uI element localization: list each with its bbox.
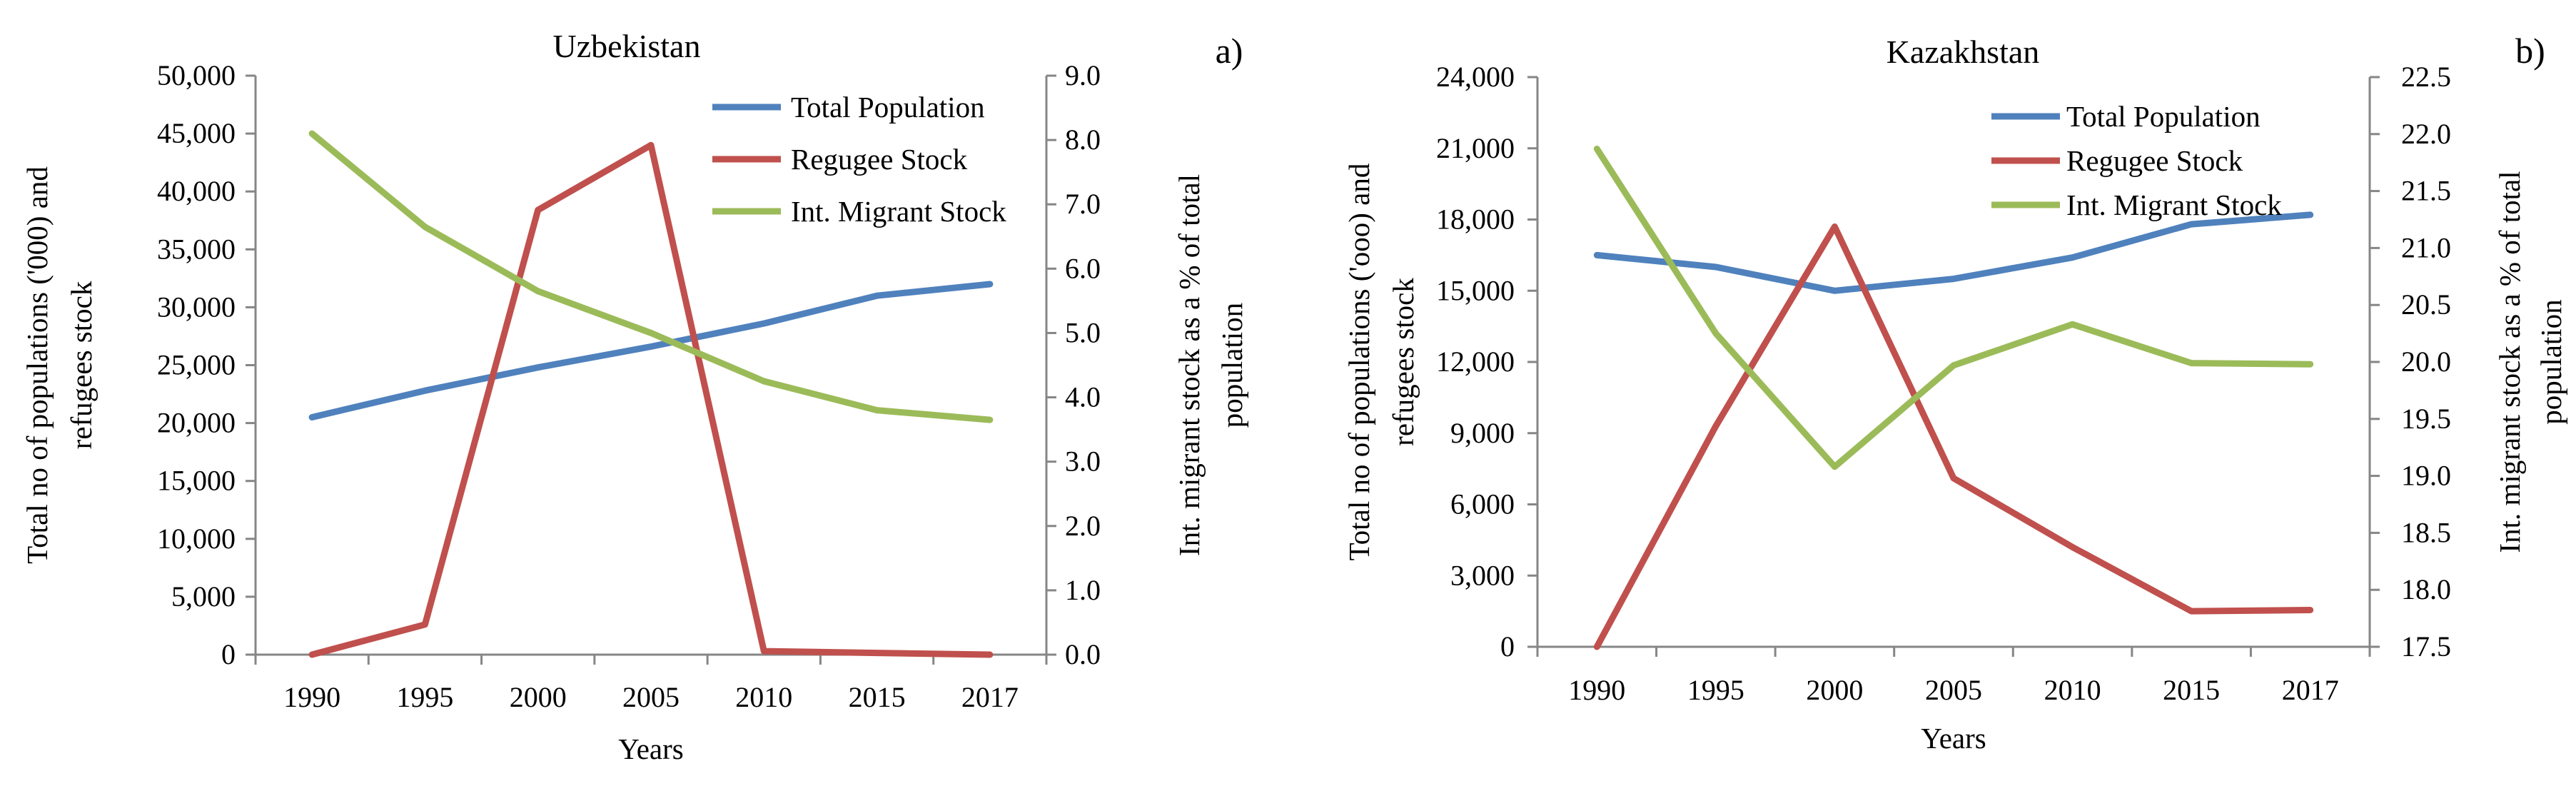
left-y-tick-label: 10,000	[157, 523, 236, 555]
series-line-3	[308, 130, 994, 423]
legend-label: Int. Migrant Stock	[791, 195, 1006, 228]
x-tick-label: 2000	[510, 681, 567, 713]
left-y-tick-label: 0	[221, 638, 236, 670]
left-y-tick-label: 50,000	[157, 59, 236, 91]
left-y-tick-label: 3,000	[1450, 559, 1515, 591]
series-line-2	[1593, 223, 2314, 650]
left-y-tick-label: 40,000	[157, 175, 236, 207]
left-y-tick-label: 25,000	[157, 349, 236, 381]
right-y-tick-label: 17.5	[2401, 630, 2451, 663]
panel-label: a)	[1216, 31, 1243, 71]
right-y-tick-label: 0.0	[1065, 638, 1101, 670]
left-y-tick-label: 24,000	[1436, 61, 1515, 93]
left-y-tick-label: 6,000	[1450, 488, 1515, 520]
right-y-tick-label: 19.0	[2401, 460, 2451, 492]
left-y-tick-label: 0	[1500, 630, 1515, 663]
chart-panel-2: 1990 1995 2000 2005 2010 2015 2017 0 3,000 6,000 9…	[1343, 31, 2567, 755]
right-y-tick-label: 2.0	[1065, 510, 1101, 542]
right-y-tick-label: 19.5	[2401, 403, 2451, 435]
x-tick-label: 2010	[735, 681, 792, 713]
x-tick-label: 2005	[1925, 674, 1982, 706]
left-y-tick-label: 30,000	[157, 291, 236, 323]
legend-label: Total Population	[2066, 100, 2261, 133]
x-tick-label: 2015	[849, 681, 906, 713]
right-y-tick-label: 18.0	[2401, 573, 2451, 605]
right-y-axis-title-line: population	[1216, 303, 1248, 428]
right-y-tick-label: 20.5	[2401, 288, 2451, 321]
right-y-axis-title-line: Int. migrant stock as a % of total	[2493, 171, 2526, 553]
right-y-tick-label: 20.0	[2401, 346, 2451, 378]
x-tick-label: 2010	[2044, 674, 2101, 706]
right-y-tick-label: 18.5	[2401, 516, 2451, 548]
right-y-tick-label: 6.0	[1065, 252, 1101, 284]
left-y-tick-label: 5,000	[171, 580, 236, 613]
right-y-tick-label: 7.0	[1065, 188, 1101, 220]
left-y-tick-label: 35,000	[157, 233, 236, 265]
left-y-tick-label: 21,000	[1436, 132, 1515, 164]
right-y-tick-label: 21.0	[2401, 231, 2451, 263]
left-y-axis-title-line: refugees stock	[1387, 278, 1420, 446]
series-line-1	[308, 281, 994, 420]
right-y-tick-label: 1.0	[1065, 574, 1101, 606]
legend-label: Int. Migrant Stock	[2066, 188, 2282, 221]
x-tick-label: 1990	[283, 681, 340, 713]
chart-title: Uzbekistan	[553, 28, 701, 64]
right-y-axis-title-line: population	[2535, 299, 2567, 424]
x-axis-title: Years	[618, 732, 684, 765]
left-y-axis-title-line: Total no of populations ('000) and	[21, 166, 54, 564]
left-y-tick-label: 45,000	[157, 117, 236, 149]
x-tick-label: 1995	[1687, 674, 1744, 706]
x-tick-label: 1990	[1568, 674, 1625, 706]
chart-title: Kazakhstan	[1886, 34, 2040, 70]
right-y-tick-label: 21.5	[2401, 175, 2451, 207]
x-axis-title: Years	[1921, 722, 1986, 755]
left-y-tick-label: 12,000	[1436, 346, 1515, 378]
left-y-tick-label: 18,000	[1436, 203, 1515, 236]
left-y-tick-label: 9,000	[1450, 417, 1515, 449]
left-y-axis-title-line: Total no of populations ('ooo) and	[1343, 163, 1375, 561]
legend-label: Regugee Stock	[791, 143, 968, 176]
right-y-tick-label: 5.0	[1065, 316, 1101, 348]
series-line-3	[1593, 146, 2314, 470]
right-y-tick-label: 9.0	[1065, 59, 1101, 91]
legend-label: Regugee Stock	[2066, 144, 2243, 177]
right-y-tick-label: 4.0	[1065, 381, 1101, 413]
x-tick-label: 2005	[622, 681, 680, 713]
x-tick-label: 2000	[1806, 674, 1863, 706]
series-line-1	[1593, 211, 2314, 294]
left-y-tick-label: 15,000	[1436, 274, 1515, 306]
x-tick-label: 2015	[2163, 674, 2220, 706]
left-y-tick-label: 20,000	[157, 407, 236, 439]
x-tick-label: 1995	[396, 681, 453, 713]
x-tick-label: 2017	[961, 681, 1019, 713]
chart-panel-1: 1990 1995 2000 2005 2010 2015 2017 0 5,000 10,000…	[21, 28, 1248, 765]
right-y-tick-label: 22.0	[2401, 118, 2451, 150]
legend-label: Total Population	[791, 91, 985, 124]
right-y-axis-title-line: Int. migrant stock as a % of total	[1173, 174, 1206, 556]
series-line-2	[308, 141, 994, 658]
left-y-tick-label: 15,000	[157, 465, 236, 497]
x-tick-label: 2017	[2282, 674, 2339, 706]
left-y-axis-title-line: refugees stock	[65, 281, 98, 449]
panel-label: b)	[2515, 31, 2545, 71]
right-y-tick-label: 22.5	[2401, 61, 2451, 93]
right-y-tick-label: 8.0	[1065, 124, 1101, 156]
right-y-tick-label: 3.0	[1065, 445, 1101, 478]
